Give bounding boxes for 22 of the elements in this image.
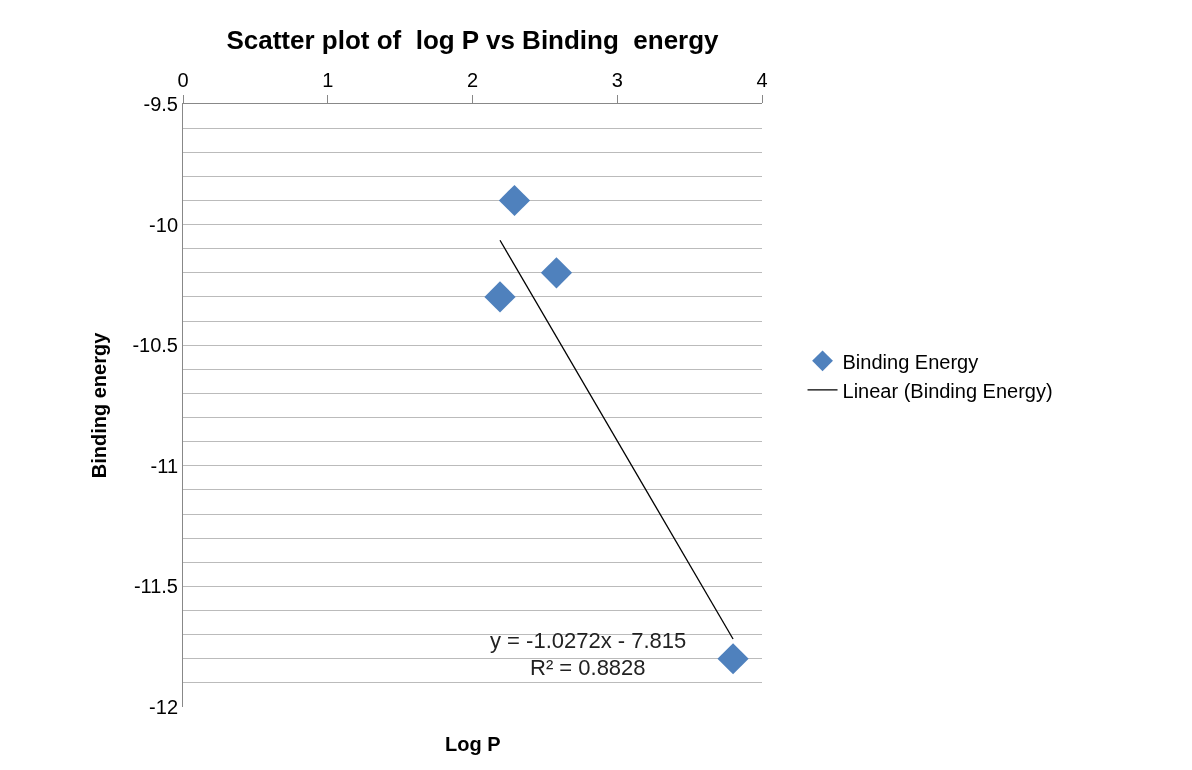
legend-label: Binding Energy bbox=[842, 350, 979, 373]
point bbox=[717, 643, 749, 675]
y-tick-label: -10.5 bbox=[132, 334, 178, 357]
y-tick-label: -11 bbox=[150, 454, 178, 477]
chart-title: Scatter plot of log P vs Binding energy bbox=[226, 25, 720, 55]
annotation: R² = 0.8828 bbox=[530, 655, 646, 680]
x-axis-title: Log P bbox=[445, 733, 501, 755]
annotation: y = -1.0272x - 7.815 bbox=[490, 628, 687, 653]
point bbox=[540, 257, 573, 289]
x-tick-label: 4 bbox=[756, 69, 768, 91]
x-tick-label: 2 bbox=[466, 69, 479, 91]
point bbox=[498, 184, 531, 217]
y-tick-label: -9.5 bbox=[143, 93, 178, 115]
point bbox=[484, 281, 516, 313]
y-tick-label: -10 bbox=[149, 213, 178, 236]
x-tick-label: 0 bbox=[177, 69, 189, 91]
legend-label: Linear (Binding Energy) bbox=[842, 379, 1053, 402]
x-tick-label: 3 bbox=[611, 69, 623, 91]
y-axis-title: Binding energy bbox=[87, 331, 110, 479]
x-tick-label: 1 bbox=[322, 69, 334, 91]
y-tick-label: -11.5 bbox=[133, 575, 178, 598]
y-tick-label: -12 bbox=[149, 696, 178, 718]
